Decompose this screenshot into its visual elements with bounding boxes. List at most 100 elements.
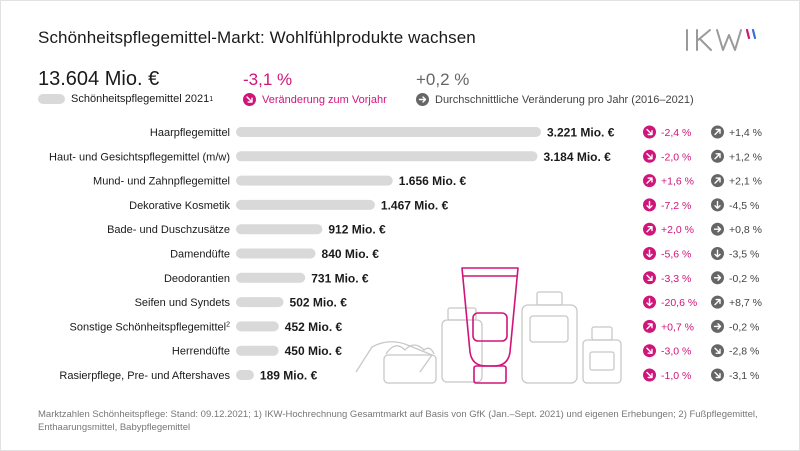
arrow-down-right-icon	[711, 368, 724, 382]
bar-value-label: 452 Mio. €	[285, 320, 343, 334]
change-label: -7,2 %	[661, 200, 691, 212]
bar	[236, 321, 279, 332]
ikw-logo	[686, 28, 757, 51]
arrow-right-icon	[711, 319, 724, 333]
change-label: Veränderung zum Vorjahr	[243, 93, 387, 106]
category-label: Herrendüfte	[172, 346, 230, 358]
total-market-label: Schönheitspflegemittel 2021 1	[38, 93, 213, 105]
bar-value-label: 502 Mio. €	[290, 296, 348, 310]
tube-label-drawing	[472, 312, 508, 342]
arrow-right-icon	[416, 93, 429, 106]
arrow-down-icon	[643, 198, 656, 212]
bar-value-label: 3.221 Mio. €	[547, 126, 615, 140]
bar	[236, 199, 375, 210]
arrow-down-right-icon	[643, 344, 656, 358]
avg-annual-change: +0,2 %	[416, 70, 470, 89]
cream-jar-drawing	[383, 354, 437, 384]
avg-change-label: -3,1 %	[729, 370, 759, 382]
arrow-down-right-icon	[643, 368, 656, 382]
avg-change-label-text: Durchschnittliche Veränderung pro Jahr (…	[435, 93, 694, 106]
arrow-up-right-icon	[711, 295, 724, 309]
category-label: Mund- und Zahnpflegemittel	[93, 176, 230, 188]
arrow-up-right-icon	[643, 222, 656, 236]
small-bottle-cap-drawing	[591, 326, 613, 341]
footnote: Marktzahlen Schönheitspflege: Stand: 09.…	[38, 409, 758, 433]
change-label: -2,0 %	[661, 151, 691, 163]
legend-bar-swatch	[38, 94, 65, 104]
change-label: -20,6 %	[661, 297, 697, 309]
category-label: Sonstige Schönheitspflegemittel2	[70, 321, 231, 333]
category-label: Haut- und Gesichtspflegemittel (m/w)	[49, 151, 230, 163]
avg-change-label: +1,2 %	[729, 151, 762, 163]
category-label: Rasierpflege, Pre- und Aftershaves	[59, 370, 230, 382]
avg-change-label: +1,4 %	[729, 127, 762, 139]
arrow-up-right-icon	[643, 319, 656, 333]
small-bottle-label-drawing	[589, 351, 615, 371]
total-market-value: 13.604 Mio. €	[38, 68, 160, 90]
bar	[236, 127, 541, 137]
bar-value-label: 450 Mio. €	[285, 344, 343, 358]
bar-value-label: 1.467 Mio. €	[381, 198, 449, 212]
bar	[236, 248, 316, 259]
change-label: -5,6 %	[661, 249, 691, 261]
arrow-up-right-icon	[711, 174, 724, 188]
footnote-marker-1: 1	[209, 95, 214, 103]
bottle-left-cap-drawing	[447, 307, 477, 321]
total-label-text: Schönheitspflegemittel 2021	[71, 93, 210, 105]
avg-change-label: -3,5 %	[729, 249, 759, 261]
bar	[236, 151, 538, 162]
category-label: Seifen und Syndets	[135, 297, 231, 309]
arrow-down-right-icon	[643, 271, 656, 285]
category-footnote-marker: 2	[226, 321, 230, 328]
change-label: +2,0 %	[661, 224, 694, 236]
arrow-down-icon	[711, 198, 724, 212]
arrow-down-right-icon	[643, 125, 656, 139]
change-label: -1,0 %	[661, 370, 691, 382]
bar-value-label: 840 Mio. €	[322, 247, 380, 261]
change-vs-previous-year: -3,1 %	[243, 70, 293, 89]
bar	[236, 297, 284, 308]
avg-change-label: +8,7 %	[729, 297, 762, 309]
avg-change-label: +0,8 %	[729, 224, 762, 236]
bar-value-label: 731 Mio. €	[311, 271, 369, 285]
arrow-down-icon	[711, 247, 724, 260]
arrow-up-right-icon	[711, 149, 724, 163]
bar	[236, 272, 306, 283]
category-label: Bade- und Duschzusätze	[107, 224, 230, 236]
avg-change-label: -4,5 %	[729, 200, 759, 212]
category-label: Damendüfte	[170, 249, 230, 261]
arrow-up-right-icon	[643, 174, 656, 188]
change-label: -2,4 %	[661, 127, 691, 139]
product-illustration	[355, 291, 622, 384]
tube-cap-drawing	[473, 365, 507, 384]
avg-change-label: -0,2 %	[729, 273, 759, 285]
change-label: -3,0 %	[661, 346, 691, 358]
bar-value-label: 3.184 Mio. €	[543, 150, 611, 164]
arrow-right-icon	[711, 222, 724, 236]
avg-change-label: Durchschnittliche Veränderung pro Jahr (…	[416, 93, 694, 106]
category-label: Deodorantien	[164, 273, 230, 285]
tube-illustration	[461, 267, 519, 384]
avg-change-label: +2,1 %	[729, 176, 762, 188]
bottle-right-cap-drawing	[536, 291, 563, 306]
change-label: -3,3 %	[661, 273, 691, 285]
category-label: Haarpflegemittel	[150, 127, 230, 139]
tube-body-drawing	[461, 267, 519, 367]
page-title: Schönheitspflegemittel-Markt: Wohlfühlpr…	[38, 28, 476, 47]
arrow-down-right-icon	[243, 93, 256, 106]
cream-jar-rim-drawing	[385, 344, 435, 355]
arrow-down-right-icon	[711, 344, 724, 358]
arrow-right-icon	[711, 271, 724, 285]
change-label-text: Veränderung zum Vorjahr	[262, 93, 387, 106]
change-label: +0,7 %	[661, 321, 694, 333]
arrow-down-icon	[643, 295, 656, 309]
avg-change-label: -2,8 %	[729, 346, 759, 358]
small-bottle-drawing	[582, 339, 622, 384]
bottle-left-drawing	[441, 319, 483, 383]
change-label: +1,6 %	[661, 176, 694, 188]
bar-value-label: 1.656 Mio. €	[399, 174, 467, 188]
arrow-up-right-icon	[711, 125, 724, 139]
avg-change-label: -0,2 %	[729, 321, 759, 333]
bar	[236, 224, 323, 235]
